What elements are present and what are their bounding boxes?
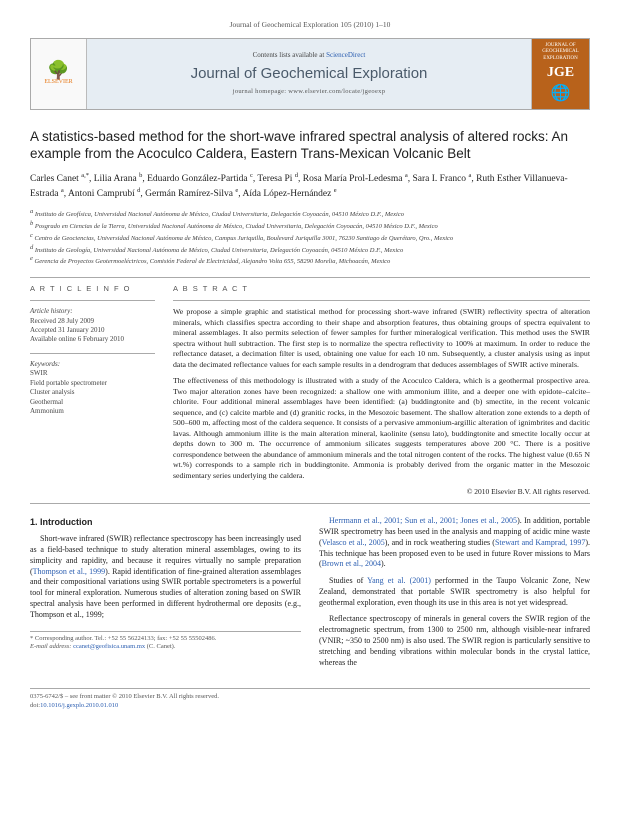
contents-line: Contents lists available at ScienceDirec… [253,51,366,60]
keyword-item: Ammonium [30,407,155,416]
journal-name: Journal of Geochemical Exploration [191,64,428,84]
corresponding-author-block: * Corresponding author. Tel.: +52 55 562… [30,631,301,653]
citation-line: Journal of Geochemical Exploration 105 (… [30,20,590,30]
journal-title-panel: Contents lists available at ScienceDirec… [87,39,531,109]
body-paragraph: Short-wave infrared (SWIR) reflectance s… [30,534,301,620]
corr-email-link[interactable]: ccanet@geofisica.unam.mx [73,643,145,650]
keyword-item: SWIR [30,369,155,378]
keywords-block: Keywords: SWIRField portable spectromete… [30,360,155,417]
abstract-paragraph: We propose a simple graphic and statisti… [173,307,590,370]
elsevier-tree-icon: 🌳 [44,61,72,79]
article-history: Article history: Received 28 July 2009 A… [30,307,155,345]
abstract-heading: A B S T R A C T [173,284,590,294]
abstract-column: A B S T R A C T We propose a simple grap… [173,284,590,497]
author-list: Carles Canet a,*, Lilia Arana b, Eduardo… [30,171,590,202]
publisher-logo-box: 🌳 ELSEVIER [31,39,87,109]
journal-header: 🌳 ELSEVIER Contents lists available at S… [30,38,590,110]
keyword-item: Field portable spectrometer [30,379,155,388]
body-paragraph: Herrmann et al., 2001; Sun et al., 2001;… [319,516,590,570]
publisher-name: ELSEVIER [44,79,72,87]
body-paragraph: Studies of Yang et al. (2001) performed … [319,576,590,608]
cover-globe-icon: 🌐 [551,84,571,105]
elsevier-logo: 🌳 ELSEVIER [44,61,72,87]
divider [173,300,590,301]
keyword-item: Cluster analysis [30,388,155,397]
intro-heading: 1. Introduction [30,516,301,528]
cover-abbrev: JGE [547,64,574,82]
affiliations: a Instituto de Geofísica, Universidad Na… [30,208,590,268]
article-info-column: A R T I C L E I N F O Article history: R… [30,284,155,497]
divider [30,353,155,354]
doi-link[interactable]: 10.1016/j.gexplo.2010.01.010 [40,702,118,709]
abstract-paragraph: The effectiveness of this methodology is… [173,376,590,481]
left-column: 1. Introduction Short-wave infrared (SWI… [30,516,301,674]
journal-cover-thumb: JOURNAL OF GEOCHEMICAL EXPLORATION JGE 🌐 [531,39,589,109]
abstract-text: We propose a simple graphic and statisti… [173,307,590,481]
abstract-copyright: © 2010 Elsevier B.V. All rights reserved… [173,487,590,497]
article-info-heading: A R T I C L E I N F O [30,284,155,294]
right-column: Herrmann et al., 2001; Sun et al., 2001;… [319,516,590,674]
divider [30,503,590,504]
article-title: A statistics-based method for the short-… [30,128,590,163]
body-paragraph: Reflectance spectroscopy of minerals in … [319,614,590,668]
homepage-line: journal homepage: www.elsevier.com/locat… [233,88,386,96]
footer: 0375-6742/$ – see front matter © 2010 El… [30,688,590,710]
sciencedirect-link[interactable]: ScienceDirect [326,51,365,59]
cover-title-small: JOURNAL OF GEOCHEMICAL EXPLORATION [535,43,586,63]
divider [30,277,590,278]
divider [30,300,155,301]
keyword-item: Geothermal [30,398,155,407]
body-two-column: 1. Introduction Short-wave infrared (SWI… [30,516,590,674]
